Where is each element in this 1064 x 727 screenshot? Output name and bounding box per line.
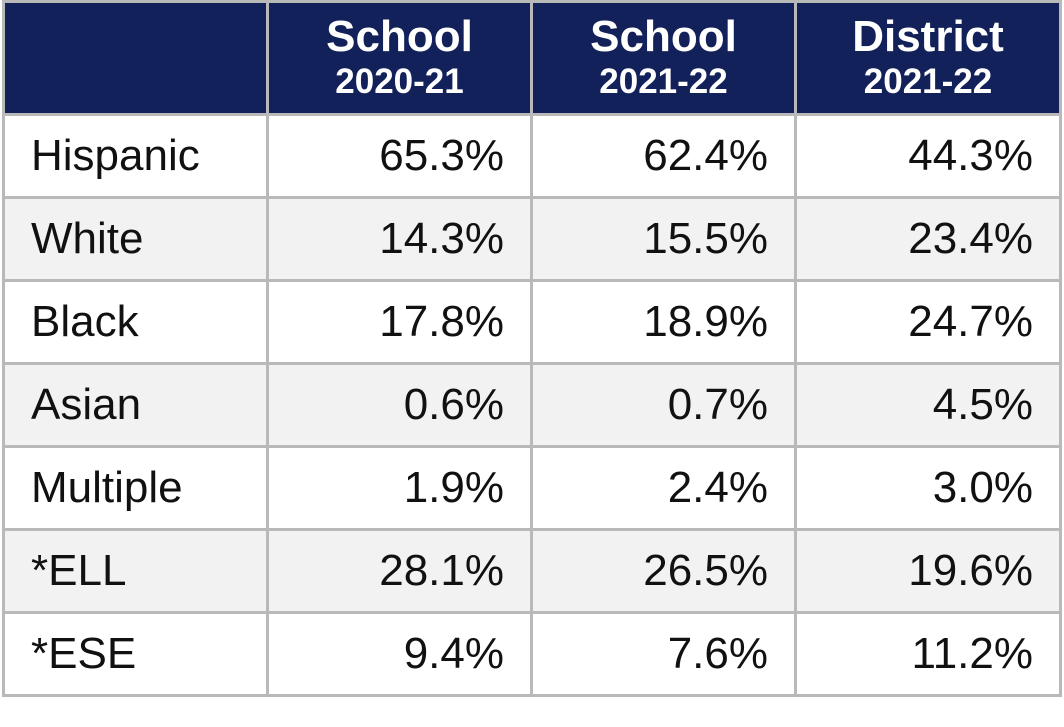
value-cell: 26.5% bbox=[530, 528, 797, 614]
value-cell: 62.4% bbox=[530, 113, 797, 199]
row-label: *ESE bbox=[2, 611, 269, 697]
value-cell: 4.5% bbox=[794, 362, 1062, 448]
header-title: District bbox=[852, 12, 1004, 61]
row-label: Black bbox=[2, 279, 269, 365]
table-row: Multiple 1.9% 2.4% 3.0% bbox=[2, 445, 1062, 531]
header-cell: District 2021-22 bbox=[794, 0, 1062, 116]
value-cell: 9.4% bbox=[266, 611, 533, 697]
row-label: Multiple bbox=[2, 445, 269, 531]
value-cell: 2.4% bbox=[530, 445, 797, 531]
value-cell: 7.6% bbox=[530, 611, 797, 697]
demographics-table: School 2020-21 School 2021-22 District 2021-2… bbox=[2, 0, 1062, 697]
value-cell: 23.4% bbox=[794, 196, 1062, 282]
value-cell: 17.8% bbox=[266, 279, 533, 365]
table-row: White 14.3% 15.5% 23.4% bbox=[2, 196, 1062, 282]
header-subtitle: 2021-22 bbox=[863, 62, 993, 101]
value-cell: 24.7% bbox=[794, 279, 1062, 365]
table-row: *ESE 9.4% 7.6% 11.2% bbox=[2, 611, 1062, 697]
table-row: Black 17.8% 18.9% 24.7% bbox=[2, 279, 1062, 365]
header-cell: School 2021-22 bbox=[530, 0, 797, 116]
table-row: *ELL 28.1% 26.5% 19.6% bbox=[2, 528, 1062, 614]
value-cell: 0.6% bbox=[266, 362, 533, 448]
header-title: School bbox=[326, 12, 473, 61]
value-cell: 0.7% bbox=[530, 362, 797, 448]
table-row: Hispanic 65.3% 62.4% 44.3% bbox=[2, 113, 1062, 199]
value-cell: 28.1% bbox=[266, 528, 533, 614]
row-label: Hispanic bbox=[2, 113, 269, 199]
row-label: *ELL bbox=[2, 528, 269, 614]
header-title: School bbox=[590, 12, 737, 61]
value-cell: 15.5% bbox=[530, 196, 797, 282]
value-cell: 1.9% bbox=[266, 445, 533, 531]
row-label: White bbox=[2, 196, 269, 282]
value-cell: 14.3% bbox=[266, 196, 533, 282]
header-corner bbox=[2, 0, 269, 116]
row-label: Asian bbox=[2, 362, 269, 448]
value-cell: 18.9% bbox=[530, 279, 797, 365]
value-cell: 65.3% bbox=[266, 113, 533, 199]
value-cell: 11.2% bbox=[794, 611, 1062, 697]
header-row: School 2020-21 School 2021-22 District 2021-2… bbox=[2, 0, 1062, 116]
value-cell: 19.6% bbox=[794, 528, 1062, 614]
value-cell: 44.3% bbox=[794, 113, 1062, 199]
table-row: Asian 0.6% 0.7% 4.5% bbox=[2, 362, 1062, 448]
table-body: Hispanic 65.3% 62.4% 44.3% White 14.3% 15.5% 23… bbox=[2, 113, 1062, 697]
header-subtitle: 2021-22 bbox=[599, 62, 728, 101]
value-cell: 3.0% bbox=[794, 445, 1062, 531]
header-subtitle: 2020-21 bbox=[335, 62, 464, 101]
header-cell: School 2020-21 bbox=[266, 0, 533, 116]
